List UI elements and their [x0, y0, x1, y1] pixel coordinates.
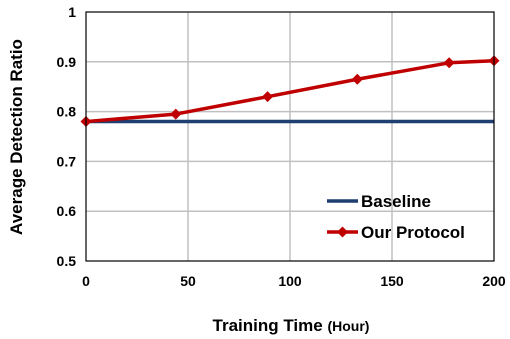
x-tick-label: 0 — [82, 273, 90, 289]
grid — [86, 12, 494, 261]
legend: Baseline Our Protocol — [327, 192, 465, 242]
y-axis-ticks: 0.5 0.6 0.7 0.8 0.9 1 — [57, 4, 77, 269]
data-point-our-protocol — [170, 108, 182, 120]
x-tick-label: 150 — [380, 273, 404, 289]
series-line-our-protocol — [85, 59, 495, 124]
legend-label-baseline: Baseline — [361, 192, 431, 211]
y-tick-label: 0.5 — [57, 253, 77, 269]
y-tick-label: 0.8 — [57, 104, 77, 120]
x-axis-ticks: 0 50 100 150 200 — [82, 273, 506, 289]
plot-area — [85, 11, 495, 262]
y-tick-label: 0.9 — [57, 54, 77, 70]
legend-marker-our-protocol — [337, 226, 348, 238]
y-tick-label: 0.7 — [57, 153, 77, 169]
x-tick-label: 200 — [482, 273, 506, 289]
data-point-our-protocol — [443, 57, 455, 69]
legend-label-our-protocol: Our Protocol — [361, 223, 465, 242]
data-point-our-protocol — [262, 91, 274, 103]
y-tick-label: 1 — [68, 4, 76, 20]
data-point-our-protocol — [351, 73, 363, 85]
x-axis-title-text: Training Time — [213, 316, 323, 335]
x-tick-label: 100 — [278, 273, 302, 289]
x-tick-label: 50 — [180, 273, 196, 289]
x-axis-unit: (Hour) — [327, 318, 369, 334]
y-tick-label: 0.6 — [57, 203, 77, 219]
y-axis-title: Average Detection Ratio — [7, 39, 26, 235]
x-axis-title: Training Time (Hour) — [213, 316, 370, 335]
